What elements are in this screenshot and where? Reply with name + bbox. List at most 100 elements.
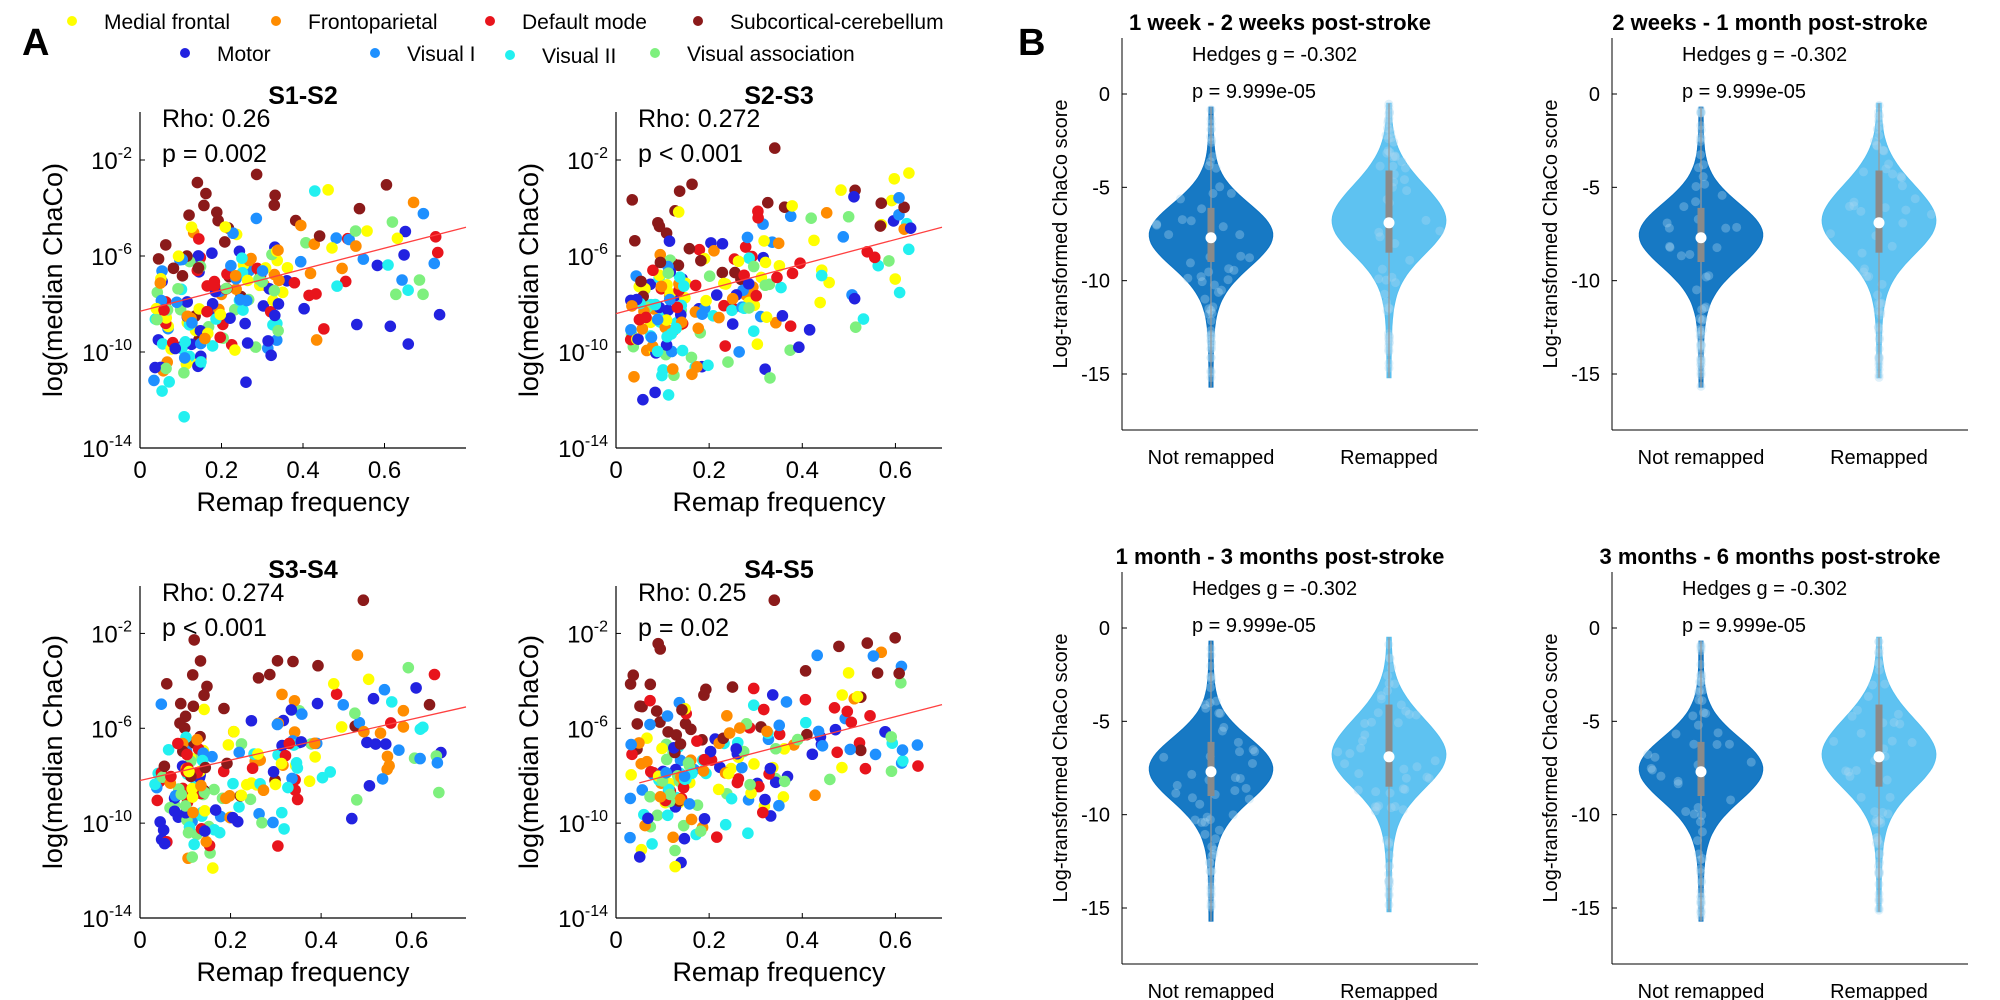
violin-point (1856, 206, 1866, 216)
data-point (234, 293, 247, 306)
data-point (397, 721, 410, 733)
data-point (672, 259, 685, 272)
violin-point (1698, 854, 1708, 864)
data-point (632, 333, 644, 345)
violin-point (1692, 285, 1702, 295)
data-point (742, 277, 755, 290)
y-tick-label: 10-2 (91, 618, 132, 648)
trend-line (615, 226, 943, 315)
data-point (693, 243, 706, 256)
data-point (199, 332, 211, 345)
violin-point (1862, 271, 1872, 281)
violin-point (1732, 222, 1742, 232)
violin-point (1691, 181, 1701, 191)
legend-label: Visual I (407, 43, 476, 66)
y-tick-label: 0 (1099, 618, 1110, 640)
data-point (393, 744, 405, 756)
violin-point (1209, 845, 1219, 855)
data-point (662, 726, 674, 738)
violin-point (1910, 194, 1920, 204)
data-point (353, 202, 366, 215)
data-point (695, 254, 707, 267)
data-point (428, 257, 441, 270)
data-point (397, 704, 410, 717)
data-point (669, 860, 681, 873)
data-point (650, 705, 663, 717)
y-tick-label: -15 (1081, 364, 1110, 386)
data-point (239, 317, 251, 330)
data-point (149, 361, 161, 374)
scatter-panel-1: S1-S2 0 0.2 0.4 0.6 10-14 10-10 10-6 10-2 Remap f… (38, 82, 467, 517)
x-tick-label: 0.2 (692, 457, 725, 484)
data-point (837, 231, 850, 243)
trend-line (639, 703, 943, 784)
data-point (250, 168, 263, 181)
data-point (791, 733, 804, 746)
median-marker (1873, 751, 1885, 763)
data-point (158, 837, 171, 850)
y-tick-label: 0 (1589, 618, 1600, 640)
data-point (747, 325, 760, 337)
data-point (351, 318, 363, 331)
data-point (640, 311, 652, 324)
violin-point (1879, 146, 1889, 156)
legend-label: Visual association (687, 43, 855, 66)
data-point (689, 279, 702, 292)
data-point (624, 792, 637, 805)
data-point (805, 212, 817, 225)
data-point (784, 344, 796, 357)
data-point (167, 262, 180, 275)
data-point (793, 341, 805, 354)
data-point (756, 806, 769, 819)
violin-point (1893, 709, 1903, 719)
violin-point (1400, 784, 1410, 794)
violin-point (1152, 220, 1162, 230)
violin-point (1213, 287, 1223, 297)
data-point (429, 231, 442, 243)
data-point (669, 844, 681, 857)
data-point (298, 302, 310, 315)
data-point (175, 788, 188, 801)
violin-point (1245, 253, 1255, 263)
data-point (828, 701, 841, 714)
data-point (382, 259, 394, 271)
data-point (732, 255, 745, 268)
violin-point (1383, 671, 1393, 681)
data-point (269, 309, 281, 322)
violin-point (1926, 209, 1936, 219)
data-point (670, 322, 682, 335)
data-point (780, 696, 793, 708)
violin-point (1876, 310, 1886, 320)
violin-point (1695, 137, 1705, 147)
data-point (269, 189, 281, 202)
data-point (644, 718, 656, 731)
data-point (311, 697, 324, 710)
data-point (428, 668, 441, 681)
data-point (836, 689, 848, 701)
violin-point (1679, 202, 1689, 212)
p-value-text: p = 9.999e-05 (1192, 615, 1316, 637)
data-point (186, 782, 198, 795)
data-point (178, 352, 191, 364)
violin-point (1412, 762, 1422, 772)
violin-point (1877, 298, 1887, 308)
median-marker (1695, 766, 1707, 778)
data-point (391, 232, 404, 245)
violin-point (1898, 218, 1908, 228)
legend-marker (505, 50, 515, 60)
violin-point (1383, 146, 1393, 156)
violin-point (1172, 780, 1182, 790)
data-point (731, 776, 744, 789)
data-point (726, 318, 739, 330)
data-point (308, 238, 321, 250)
data-point (154, 816, 166, 828)
violin-panel-3: 1 month - 3 months post-stroke 0 -5 -10 -15 L… (1050, 544, 1478, 1000)
data-point (667, 831, 679, 844)
data-point (867, 650, 880, 662)
violin-point (1345, 749, 1355, 759)
violin-point (1695, 686, 1705, 696)
x-tick-label: Remapped (1340, 981, 1438, 1000)
panel-label-b: B (1018, 22, 1045, 64)
data-point (367, 692, 380, 705)
data-point (214, 308, 227, 321)
